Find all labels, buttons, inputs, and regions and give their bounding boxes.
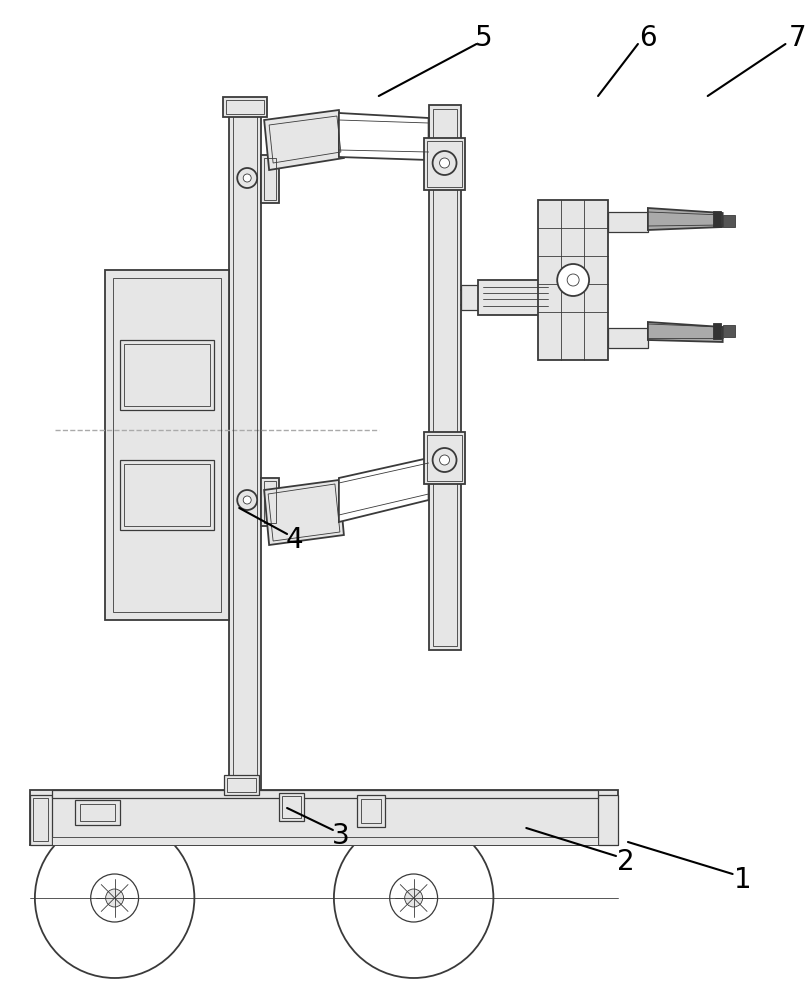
Bar	[226, 100, 264, 114]
Bar	[722, 215, 734, 227]
Bar	[608, 212, 648, 232]
Bar	[722, 325, 734, 337]
Bar	[112, 278, 221, 612]
Bar	[52, 837, 598, 845]
Bar	[357, 795, 385, 827]
Circle shape	[35, 818, 195, 978]
Bar	[361, 799, 381, 823]
Circle shape	[567, 274, 579, 286]
Bar	[120, 340, 214, 410]
Bar	[227, 778, 256, 792]
Text: 7: 7	[789, 24, 806, 52]
Polygon shape	[264, 110, 344, 170]
Bar	[427, 435, 462, 481]
Bar	[105, 270, 229, 620]
Bar	[52, 790, 598, 798]
Text: 1: 1	[734, 866, 751, 894]
Bar	[428, 105, 461, 650]
Bar	[30, 795, 52, 845]
Text: 5: 5	[474, 24, 492, 52]
Bar	[478, 280, 553, 315]
Bar	[124, 464, 210, 526]
Bar	[120, 460, 214, 530]
Circle shape	[558, 264, 589, 296]
Bar	[608, 328, 648, 348]
Bar	[229, 112, 261, 790]
Bar	[264, 158, 276, 200]
Text: 4: 4	[285, 526, 303, 554]
Bar	[279, 793, 304, 821]
Polygon shape	[339, 458, 428, 522]
Circle shape	[243, 496, 251, 504]
Bar	[423, 138, 465, 190]
Bar	[538, 200, 608, 360]
Text: 6: 6	[639, 24, 657, 52]
Bar	[427, 141, 462, 187]
Circle shape	[440, 158, 449, 168]
Circle shape	[432, 151, 457, 175]
Bar	[30, 790, 618, 845]
Circle shape	[106, 889, 124, 907]
Bar	[423, 432, 465, 484]
Circle shape	[243, 174, 251, 182]
Bar	[264, 481, 276, 523]
Bar	[432, 109, 457, 646]
Polygon shape	[339, 113, 428, 160]
Circle shape	[389, 874, 438, 922]
Bar	[124, 344, 210, 406]
Polygon shape	[648, 322, 722, 342]
Polygon shape	[264, 480, 344, 545]
Bar	[461, 285, 570, 310]
Bar	[282, 796, 301, 818]
Bar	[261, 155, 279, 203]
Bar	[225, 775, 259, 795]
Bar	[223, 97, 267, 117]
Circle shape	[432, 448, 457, 472]
Circle shape	[440, 455, 449, 465]
Text: 2: 2	[617, 848, 635, 876]
Circle shape	[90, 874, 138, 922]
Bar	[234, 116, 257, 786]
Circle shape	[334, 818, 494, 978]
Bar	[75, 800, 120, 825]
Bar	[80, 804, 115, 821]
Bar	[598, 795, 618, 845]
Bar	[33, 798, 48, 841]
Text: 3: 3	[332, 822, 350, 850]
Bar	[261, 478, 279, 526]
Circle shape	[238, 490, 257, 510]
Bar	[713, 323, 721, 339]
Circle shape	[238, 168, 257, 188]
Polygon shape	[648, 208, 722, 230]
Bar	[713, 211, 721, 227]
Circle shape	[405, 889, 423, 907]
